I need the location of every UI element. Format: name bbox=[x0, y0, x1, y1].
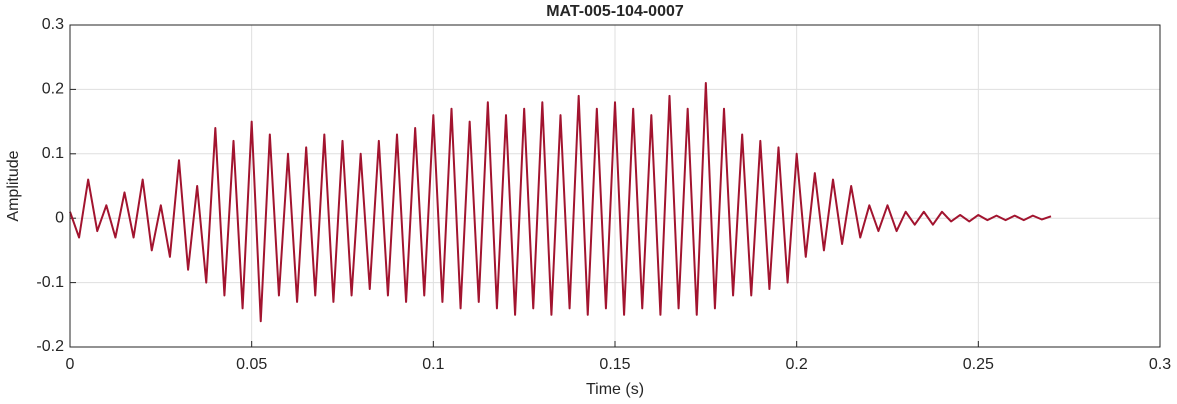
x-tick-label: 0.15 bbox=[599, 356, 630, 373]
axes-box bbox=[69, 24, 1161, 348]
y-tick-label: 0.2 bbox=[42, 81, 64, 98]
y-tick-label: -0.2 bbox=[36, 338, 64, 355]
y-tick-label: -0.1 bbox=[36, 274, 64, 291]
signal-line bbox=[69, 81, 1052, 323]
x-tick-label: 0.2 bbox=[786, 356, 808, 373]
y-axis-label: Amplitude bbox=[5, 150, 22, 221]
y-tick-label: 0.1 bbox=[42, 145, 64, 162]
x-tick-label: 0.1 bbox=[422, 356, 444, 373]
chart-title: MAT-005-104-0007 bbox=[546, 3, 684, 20]
x-axis-label: Time (s) bbox=[586, 381, 644, 398]
x-tick-label: 0.3 bbox=[1149, 356, 1171, 373]
x-tick-label: 0 bbox=[66, 356, 75, 373]
y-tick-label: 0 bbox=[55, 209, 64, 226]
x-tick-label: 0.25 bbox=[963, 356, 994, 373]
y-tick-label: 0.3 bbox=[42, 16, 64, 33]
x-tick-label: 0.05 bbox=[236, 356, 267, 373]
